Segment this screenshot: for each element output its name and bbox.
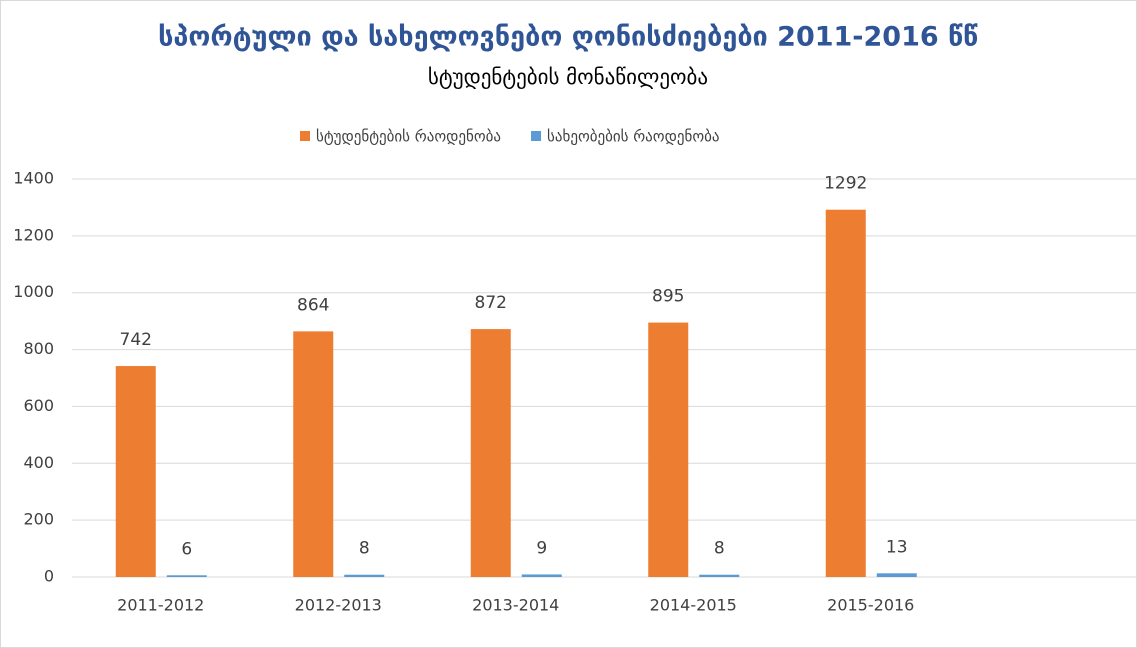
legend-swatch	[531, 131, 542, 141]
y-tick-label: 1200	[13, 225, 54, 244]
y-tick-label: 600	[23, 396, 54, 415]
data-label: 872	[475, 293, 507, 313]
data-label: 6	[181, 539, 192, 559]
data-label: 864	[297, 295, 329, 315]
bar	[293, 331, 334, 577]
chart-title: სპორტული და სახელოვნებო ღონისძიებები 201…	[158, 22, 978, 53]
y-tick-label: 0	[44, 567, 54, 586]
data-label: 8	[359, 539, 370, 559]
bar	[115, 366, 156, 577]
bar	[825, 209, 866, 577]
legend-label: სახეობების რაოდენობა	[547, 128, 719, 146]
data-label: 8	[714, 539, 725, 559]
bar	[470, 329, 511, 577]
y-tick-label: 1000	[13, 282, 54, 301]
data-label: 1292	[824, 174, 867, 194]
x-tick-label: 2013-2014	[472, 596, 559, 615]
legend-label: სტუდენტების რაოდენობა	[316, 128, 501, 146]
data-label: 742	[120, 330, 152, 350]
y-tick-label: 200	[23, 510, 54, 529]
y-tick-label: 800	[23, 339, 54, 358]
legend-swatch	[300, 131, 310, 141]
bar	[521, 574, 562, 577]
y-tick-label: 400	[23, 453, 54, 472]
bar	[166, 575, 207, 577]
bar	[699, 574, 740, 577]
x-tick-label: 2012-2013	[295, 596, 382, 615]
bar	[344, 574, 385, 577]
data-label: 9	[536, 538, 547, 558]
x-tick-label: 2014-2015	[650, 596, 737, 615]
bar	[876, 573, 917, 577]
data-label: 895	[652, 287, 684, 307]
x-tick-label: 2015-2016	[827, 596, 914, 615]
data-label: 13	[886, 537, 908, 557]
y-tick-label: 1400	[13, 169, 54, 188]
x-tick-label: 2011-2012	[117, 596, 204, 615]
chart-subtitle: სტუდენტების მონაწილეობა	[428, 65, 708, 89]
bar	[648, 322, 689, 577]
